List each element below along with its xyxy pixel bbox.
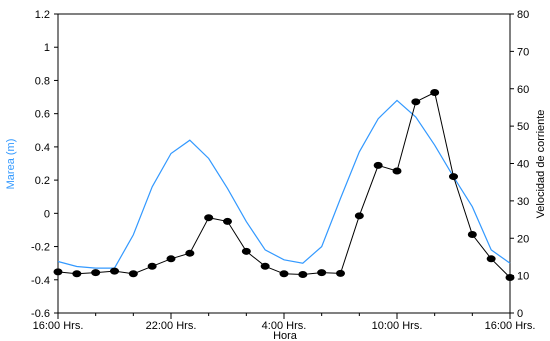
axes: -0.6 -0.4 -0.2 0 0.2 0.4 0.6 0.8 1 1.2 0 10 20 30 40 50…: [31, 9, 535, 332]
left-y-tick-label: -0.4: [31, 275, 50, 287]
plot-border: [57, 13, 511, 314]
tide-series-line: [57, 99, 511, 269]
velocity-data-point: [392, 167, 402, 175]
x-tick-label: 4:00 Hrs.: [262, 320, 307, 332]
velocity-data-point: [467, 231, 477, 239]
x-tick-label: 22:00 Hrs.: [146, 320, 197, 332]
left-y-tick-label: 0.8: [35, 75, 50, 87]
right-y-tick-label: 30: [517, 196, 529, 208]
right-axis-title: Velocidad de corriente: [535, 110, 547, 219]
velocity-data-point: [298, 271, 308, 279]
x-axis-title: Hora: [273, 330, 298, 341]
right-y-tick-label: 80: [517, 9, 529, 21]
right-y-tick-label: 10: [517, 271, 529, 283]
right-y-tick-label: 70: [517, 46, 529, 58]
left-y-tick-label: -0.6: [31, 308, 50, 320]
left-axis-title: Marea (m): [5, 139, 17, 190]
right-y-tick-label: 0: [517, 308, 523, 320]
velocity-data-point: [204, 214, 214, 222]
velocity-data-point: [279, 270, 289, 278]
velocity-data-point: [317, 269, 327, 277]
velocity-data-point: [185, 249, 195, 257]
velocity-data-point: [449, 173, 458, 181]
right-y-tick-label: 40: [517, 159, 529, 171]
velocity-data-point: [411, 98, 421, 106]
left-y-tick-label: 0: [44, 208, 50, 220]
left-y-tick-label: 0.6: [35, 109, 50, 121]
left-y-tick-label: 0.2: [35, 175, 50, 187]
left-y-tick-label: -0.2: [31, 242, 50, 254]
velocity-data-point: [166, 255, 176, 263]
velocity-data-point: [373, 161, 383, 169]
velocity-data-point: [110, 267, 119, 275]
left-y-tick-label: 1.2: [35, 9, 50, 21]
velocity-data-point: [241, 247, 251, 255]
plot-area: [57, 13, 511, 314]
right-y-tick-label: 60: [517, 84, 529, 96]
velocity-data-point: [260, 262, 270, 270]
right-y-tick-label: 20: [517, 233, 529, 245]
x-tick-label: 16:00 Hrs.: [33, 320, 84, 332]
velocity-data-point: [505, 273, 515, 281]
velocity-data-point: [147, 262, 157, 270]
velocity-series-line: [57, 91, 511, 278]
series-layer: [53, 88, 515, 281]
x-tick-label: 10:00 Hrs.: [372, 320, 423, 332]
right-y-tick-label: 50: [517, 121, 529, 133]
velocity-data-point: [486, 255, 496, 263]
x-tick-label: 16:00 Hrs.: [485, 320, 536, 332]
velocity-data-point: [223, 217, 232, 225]
velocity-data-point: [91, 269, 101, 277]
velocity-data-point: [128, 270, 138, 278]
velocity-data-point: [72, 270, 82, 278]
velocity-data-point: [430, 88, 440, 96]
left-y-tick-label: 0.4: [35, 142, 50, 154]
velocity-data-point: [354, 212, 364, 220]
left-y-tick-label: 1: [44, 42, 50, 54]
velocity-data-point: [53, 268, 63, 276]
velocity-data-point: [336, 269, 345, 277]
